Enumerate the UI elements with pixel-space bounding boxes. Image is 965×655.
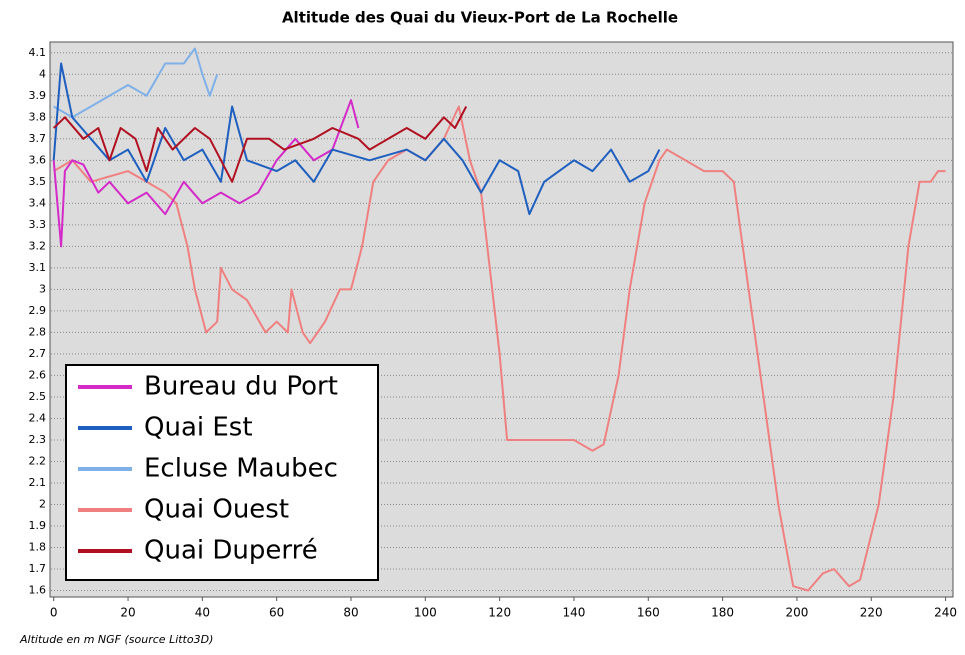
x-tick-label: 240	[934, 606, 957, 620]
y-tick-label: 3.1	[29, 261, 47, 274]
y-tick-label: 3.8	[29, 110, 47, 123]
x-tick-label: 140	[563, 606, 586, 620]
legend-box	[65, 364, 379, 581]
series-line	[52, 99, 360, 248]
legend: Bureau du Port Quai Est Ecluse Maubec Quai …	[65, 364, 379, 581]
y-tick-label: 1.9	[29, 519, 47, 532]
y-tick-label: 3.7	[29, 132, 47, 145]
x-tick-label: 40	[195, 606, 210, 620]
legend-label: Quai Duperré	[144, 536, 318, 566]
y-tick-label: 2.6	[29, 368, 47, 381]
y-tick-label: 3.6	[29, 153, 47, 166]
y-tick-label: 1.7	[29, 562, 47, 575]
x-tick-label: 200	[785, 606, 808, 620]
x-tick-label: 180	[711, 606, 734, 620]
y-tick-label: 2	[39, 498, 46, 511]
footnote: Altitude en m NGF (source Litto3D)	[19, 633, 213, 646]
x-tick-label: 220	[860, 606, 883, 620]
series-line	[53, 47, 219, 119]
y-tick-label: 3.2	[29, 239, 47, 252]
y-tick-label: 4	[39, 67, 46, 80]
y-tick-label: 1.8	[29, 541, 47, 554]
y-tick-label: 3.5	[29, 175, 47, 188]
y-tick-label: 2.5	[29, 390, 47, 403]
legend-label: Quai Est	[144, 413, 253, 443]
x-tick-label: 100	[414, 606, 437, 620]
x-tick-label: 160	[637, 606, 660, 620]
legend-label: Quai Ouest	[144, 495, 289, 525]
legend-label: Ecluse Maubec	[144, 454, 338, 484]
legend-label: Bureau du Port	[144, 372, 338, 402]
y-tick-label: 2.2	[29, 454, 47, 467]
y-tick-label: 2.1	[29, 476, 47, 489]
y-tick-label: 2.8	[29, 325, 47, 338]
y-tick-label: 2.7	[29, 347, 47, 360]
y-tick-label: 2.4	[29, 411, 47, 424]
x-tick-label: 20	[120, 606, 135, 620]
y-tick-label: 3	[39, 282, 46, 295]
y-tick-label: 2.3	[29, 433, 47, 446]
y-tick-label: 3.9	[29, 89, 47, 102]
x-tick-label: 60	[269, 606, 284, 620]
y-tick-label: 2.9	[29, 304, 47, 317]
x-tick-label: 0	[50, 606, 58, 620]
y-tick-label: 4.1	[29, 46, 47, 59]
y-tick-label: 1.6	[29, 584, 47, 597]
y-tick-label: 3.3	[29, 218, 47, 231]
series-line	[53, 106, 468, 183]
y-tick-label: 3.4	[29, 196, 47, 209]
series-line	[52, 62, 661, 216]
x-tick-label: 120	[488, 606, 511, 620]
x-tick-label: 80	[343, 606, 358, 620]
chart-title: Altitude des Quai du Vieux-Port de La Ro…	[282, 9, 678, 27]
series-line	[53, 105, 946, 592]
